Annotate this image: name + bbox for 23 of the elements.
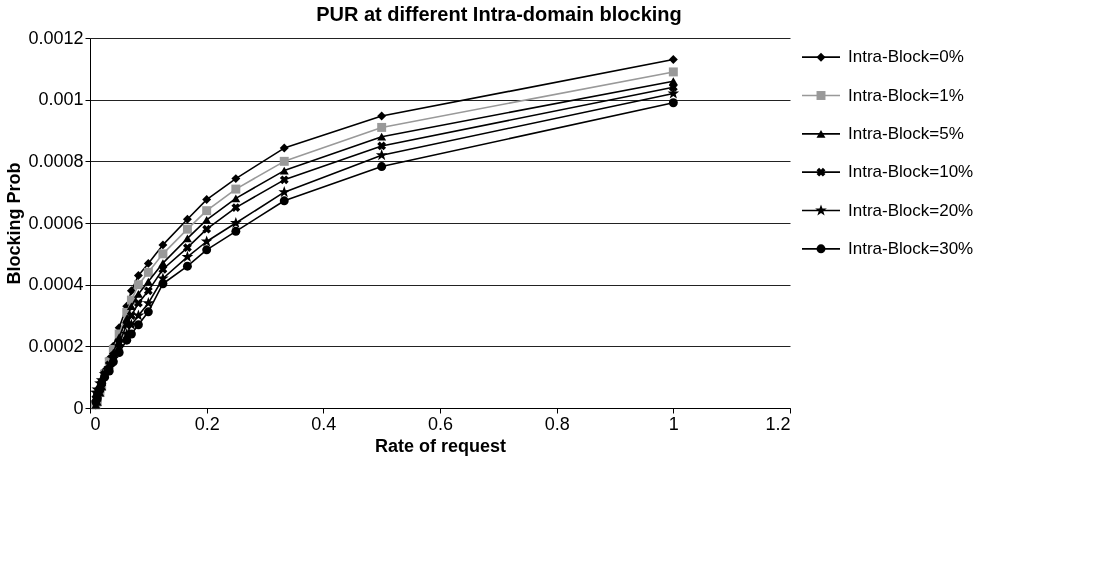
y-tick-label: 0.0008 bbox=[28, 150, 84, 171]
y-axis-title: Blocking Prob bbox=[4, 162, 25, 285]
x-tick-label: 0.6 bbox=[427, 413, 454, 434]
y-tick-label: 0.0006 bbox=[28, 212, 84, 233]
legend-label: Intra-Block=0% bbox=[848, 47, 964, 67]
y-tick-label: 0.0002 bbox=[28, 335, 84, 356]
chart-title: PUR at different Intra-domain blocking bbox=[316, 3, 682, 25]
legend-label: Intra-Block=5% bbox=[848, 123, 964, 143]
y-tick-label: 0.0012 bbox=[28, 27, 84, 48]
y-tick-label: 0.001 bbox=[38, 89, 84, 110]
x-tick-label: 1.2 bbox=[765, 413, 791, 434]
y-tick-label: 0.0004 bbox=[28, 274, 84, 295]
x-tick-label: 0 bbox=[90, 413, 101, 434]
x-tick-label: 0.4 bbox=[311, 413, 337, 434]
x-tick-label: 1 bbox=[668, 413, 679, 434]
legend-label: Intra-Block=10% bbox=[848, 162, 974, 182]
legend-label: Intra-Block=30% bbox=[848, 238, 974, 258]
x-tick-label: 0.8 bbox=[544, 413, 570, 434]
y-tick-label: 0 bbox=[73, 397, 84, 418]
legend-label: Intra-Block=1% bbox=[848, 85, 964, 105]
legend-label: Intra-Block=20% bbox=[848, 200, 974, 220]
x-tick-label: 0.2 bbox=[194, 413, 220, 434]
x-axis-title: Rate of request bbox=[374, 435, 507, 456]
